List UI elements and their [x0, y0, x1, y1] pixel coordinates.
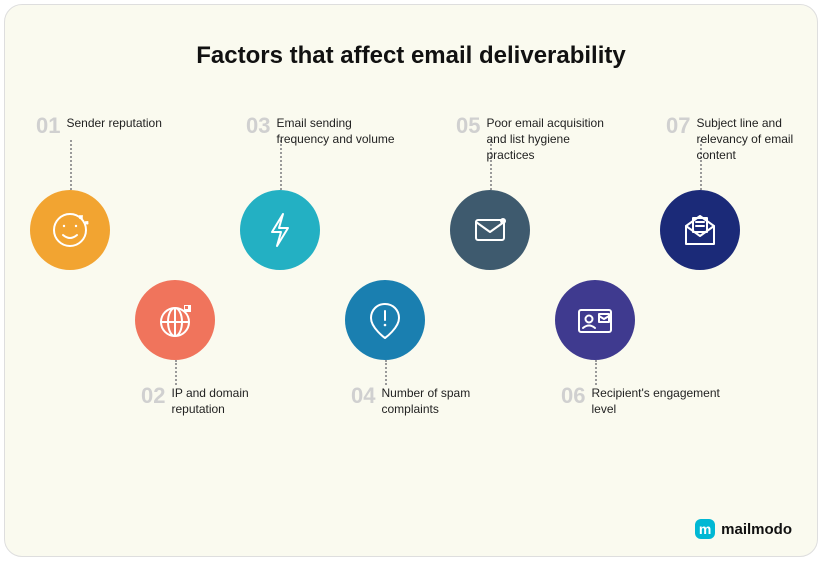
brand-badge: m mailmodo	[695, 519, 792, 539]
factor-label-block: 03 Email sending frequency and volume	[246, 115, 416, 147]
factor-label: Number of spam complaints	[381, 385, 511, 417]
factor-circle	[240, 190, 320, 270]
factor-circle	[135, 280, 215, 360]
face-icon	[46, 206, 94, 254]
factor-circle	[30, 190, 110, 270]
connector-line	[70, 140, 72, 190]
connector-line	[385, 360, 387, 385]
factor-number: 07	[666, 115, 690, 137]
factor-label-block: 07 Subject line and relevancy of email co…	[666, 115, 822, 164]
factor-label-block: 04 Number of spam complaints	[351, 385, 521, 417]
page-title: Factors that affect email deliverability	[0, 42, 822, 70]
factor-label: Recipient's engagement level	[591, 385, 721, 417]
brand-logo-icon: m	[695, 519, 715, 539]
factor-number: 01	[36, 115, 60, 137]
factor-number: 03	[246, 115, 270, 137]
connector-line	[280, 140, 282, 190]
factor-label: Sender reputation	[66, 115, 161, 131]
factor-number: 02	[141, 385, 165, 407]
envelope-open-icon	[676, 206, 724, 254]
factor-number: 05	[456, 115, 480, 137]
connector-line	[175, 360, 177, 385]
factor-number: 04	[351, 385, 375, 407]
bolt-icon	[256, 206, 304, 254]
factor-label: Subject line and relevancy of email cont…	[696, 115, 822, 164]
contact-card-icon	[571, 296, 619, 344]
factor-circle	[555, 280, 635, 360]
factor-circle	[450, 190, 530, 270]
factor-label-block: 06 Recipient's engagement level	[561, 385, 731, 417]
factor-label-block: 02 IP and domain reputation	[141, 385, 311, 417]
globe-icon	[151, 296, 199, 344]
envelope-dot-icon	[466, 206, 514, 254]
factor-circle	[345, 280, 425, 360]
infographic-card	[4, 4, 818, 557]
factor-label: Email sending frequency and volume	[276, 115, 406, 147]
factor-circle	[660, 190, 740, 270]
factor-label-block: 05 Poor email acquisition and list hygien…	[456, 115, 626, 164]
factor-label-block: 01 Sender reputation	[36, 115, 206, 137]
factor-number: 06	[561, 385, 585, 407]
connector-line	[595, 360, 597, 385]
factor-label: Poor email acquisition and list hygiene …	[486, 115, 616, 164]
brand-name: mailmodo	[721, 521, 792, 538]
factor-label: IP and domain reputation	[171, 385, 301, 417]
pin-alert-icon	[361, 296, 409, 344]
